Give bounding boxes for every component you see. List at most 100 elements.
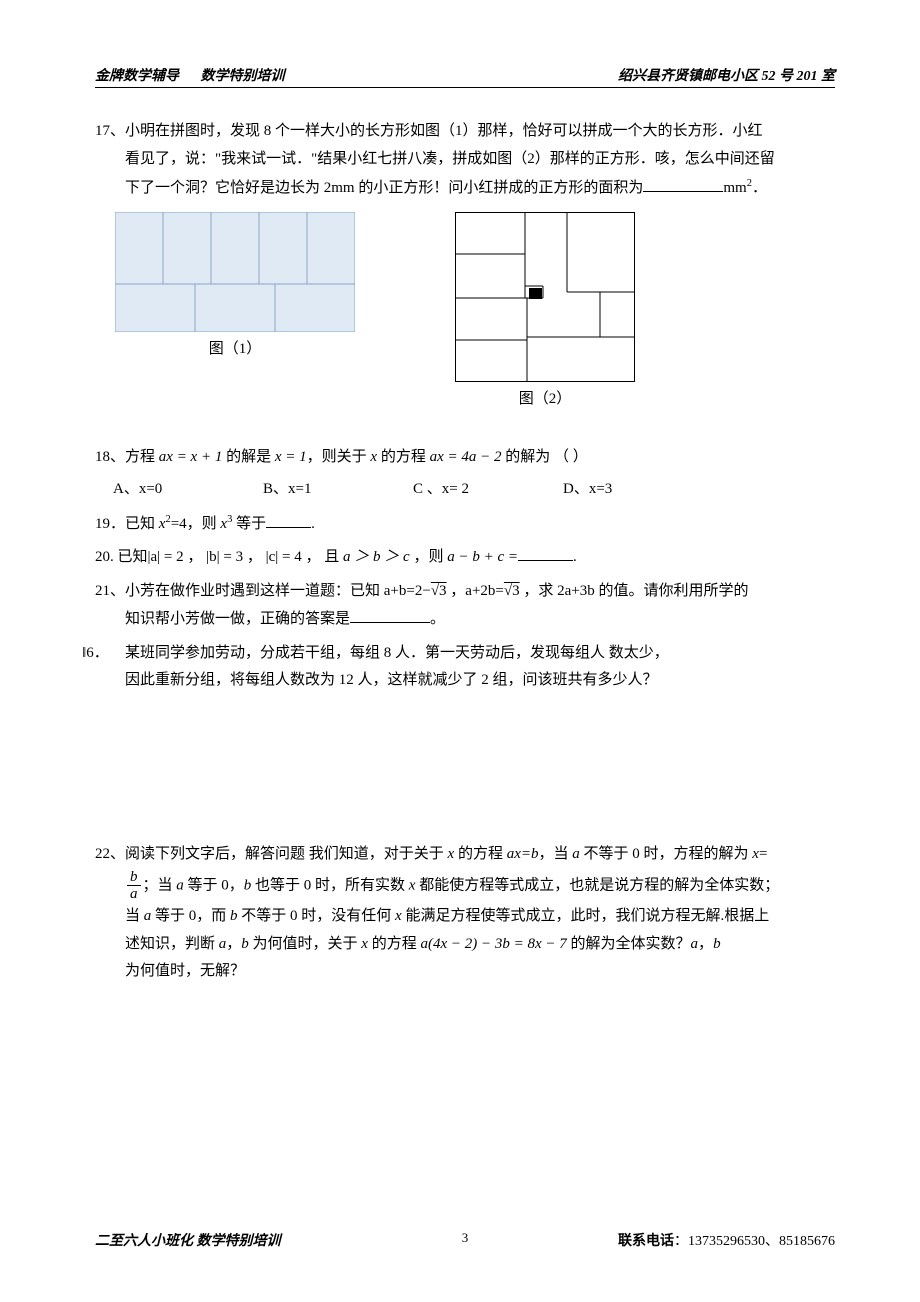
fig2-label: 图（2） [455,386,635,414]
q21-blank [350,607,430,623]
q19-a: 已知 [125,516,159,532]
q22-x4: x [395,908,402,924]
q20-absa: |a| = 2 [148,549,184,565]
q22-line3: 当 a 等于 0，而 b 不等于 0 时，没有任何 x 能满足方程使等式成立，此… [95,903,835,931]
q18-eq1: ax = x + 1 [159,449,223,465]
footer-right-sep: ： [674,1234,688,1249]
q22-b5: b [713,936,721,952]
gap [95,701,835,841]
question-19: 19．已知 x2=4，则 x3 等于. [95,510,835,539]
header-addr-n1: 52 [762,69,776,84]
q18-e: 的解为 （ ） [502,449,588,465]
q6-marker: ‖6． [82,640,109,668]
q21-a: 小芳在做作业时遇到这样一道题：已知 a+b=2− [125,583,431,599]
q20-a: 已知 [118,549,148,565]
q21-line2: 知识帮小芳做一做，正确的答案是。 [95,606,835,634]
question-21: 21、小芳在做作业时遇到这样一道题：已知 a+b=2−√3 ，a+2b=√3 ，… [95,578,835,634]
q22-a1: a [572,846,580,862]
q22-l3c: 不等于 0 时，没有任何 [238,908,396,924]
header-left: 金牌数学辅导 数学特别培训 [95,65,303,85]
q21-num: 21、 [95,583,125,599]
fig2-svg [455,212,635,382]
q22-b4: b [241,936,249,952]
q18-b: 的解是 [222,449,275,465]
q22-frac-d: a [127,886,141,903]
q17-line2: 看见了，说："我来试一试．"结果小红七拼八凑，拼成如图（2）那样的正方形．咳，怎… [95,146,835,174]
q22-line5: 为何值时，无解？ [95,958,835,986]
q21-sqrt1: √3 [431,578,447,606]
q19-blank [266,512,311,528]
q17-blank [643,176,723,192]
header-addr-suf: 室 [818,69,836,84]
content: 17、小明在拼图时，发现 8 个一样大小的长方形如图（1）那样，恰好可以拼成一个… [95,118,835,986]
q22-a5: a [691,936,699,952]
q20-s1: ， [184,549,207,565]
q18-optD: D、x=3 [563,476,713,504]
q22-l4e: 的解为全体实数？ [567,936,691,952]
q20-blank [518,545,573,561]
question-22: 22、阅读下列文字后，解答问题 我们知道，对于关于 x 的方程 ax=b，当 a… [95,841,835,986]
q18-optB: B、x=1 [263,476,413,504]
q22-l4f: ， [698,936,713,952]
q18-optC: C 、x= 2 [413,476,563,504]
q22-l2c: 也等于 0 时，所有实数 [251,877,409,893]
q20-absb: |b| = 3 [206,549,243,565]
q22-l1e: = [759,846,767,862]
figures-row: 图（1） 图（2） [115,212,835,414]
q22-l4a: 述知识，判断 [125,936,219,952]
header-addr-pre: 绍兴县齐贤镇邮电小区 [618,69,762,84]
q19-num: 19． [95,516,125,532]
q22-l3a: 当 [125,908,144,924]
q18-optD-text: D、x=3 [563,481,612,497]
figure-2: 图（2） [455,212,635,414]
q20-c: ，则 [410,549,448,565]
q17-end: ． [752,180,767,196]
fig1-label: 图（1） [115,336,355,364]
q18-eq3: ax = 4a − 2 [430,449,502,465]
footer-right-label: 联系电话 [618,1234,674,1249]
q22-l4b: ， [226,936,241,952]
footer-left: 二至六人小班化 数学特别培训 [95,1230,281,1250]
question-side-6: ‖6． 某班同学参加劳动，分成若干组，每组 8 人．第一天劳动后，发现每组人 数… [95,640,835,696]
q21-l2b: 。 [430,611,445,627]
figure-1: 图（1） [115,212,355,364]
q18-options: A、x=0 B、x=1 C 、x= 2 D、x=3 [95,476,835,504]
q21-sqrt1-t: √3 [431,583,447,599]
footer-pagenum: 3 [462,1230,469,1246]
q19-b: =4，则 [171,516,221,532]
q22-l4c: 为何值时，关于 [249,936,362,952]
q20-d: . [573,549,577,565]
q20-absc: |c| = 4 [266,549,302,565]
fig1-svg [115,212,355,332]
q6-l2: 因此重新分组，将每组人数改为 12 人，这样就减少了 2 组，问该班共有多少人？ [95,667,835,695]
q22-l1b: 的方程 [454,846,507,862]
q22-l2a: ；当 [143,877,177,893]
header-right: 绍兴县齐贤镇邮电小区 52 号 201 室 [618,65,835,85]
q18-optB-text: B、x=1 [263,481,311,497]
q22-x5: x [361,936,368,952]
q18-c: ，则关于 [307,449,371,465]
q20-expr: a − b + c = [447,549,518,565]
q22-x2: x [752,846,759,862]
question-17: 17、小明在拼图时，发现 8 个一样大小的长方形如图（1）那样，恰好可以拼成一个… [95,118,835,202]
question-18: 18、方程 ax = x + 1 的解是 x = 1，则关于 x 的方程 ax … [95,444,835,504]
page-footer: 二至六人小班化 数学特别培训 3 联系电话：13735296530、851856… [95,1230,835,1250]
q20-ineq: a ＞ b ＞ c [343,549,410,565]
q19-d: . [311,516,315,532]
q22-l3b: 等于 0，而 [151,908,230,924]
q19-c: 等于 [232,516,266,532]
q21-b: ，a+2b= [447,583,504,599]
q22-line2: ba；当 a 等于 0，b 也等于 0 时，所有实数 x 都能使方程等式成立，也… [95,869,835,903]
q22-eq1: ax=b [507,846,539,862]
q18-optA-text: A、x=0 [113,481,162,497]
q22-eq2: a(4x − 2) − 3b = 8x − 7 [420,936,566,952]
q20-b: ， 且 [302,549,343,565]
page-header: 金牌数学辅导 数学特别培训 绍兴县齐贤镇邮电小区 52 号 201 室 [95,65,835,88]
q22-frac: ba [127,869,141,903]
q18-num: 18、 [95,449,125,465]
q22-l2d: 都能使方程等式成立，也就是说方程的解为全体实数； [415,877,779,893]
header-title-2: 数学特别培训 [201,69,285,84]
q22-l1a: 阅读下列文字后，解答问题 我们知道，对于关于 [125,846,448,862]
header-addr-n2: 201 [797,69,818,84]
q17-unit: mm [723,180,746,196]
